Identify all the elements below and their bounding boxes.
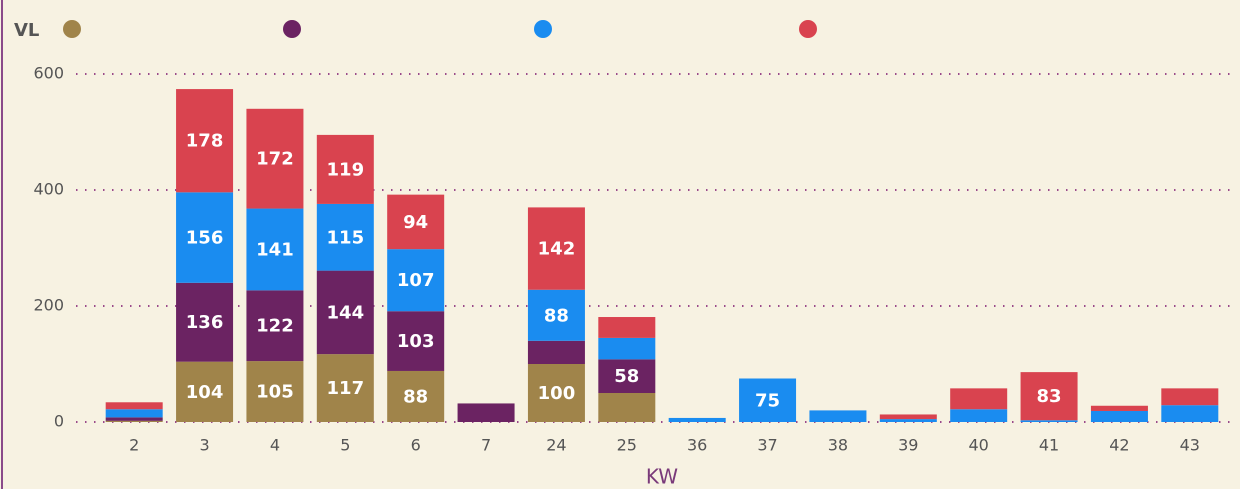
- bar-segment: [527, 364, 585, 422]
- data-label: 119: [327, 159, 365, 180]
- legend-marker: [534, 20, 552, 38]
- bar-segment: [105, 402, 163, 410]
- bar-segment: [950, 409, 1008, 422]
- data-label: 100: [538, 383, 576, 404]
- data-label: 58: [614, 366, 639, 387]
- bar-segment: [246, 108, 304, 209]
- y-tick-label: 400: [33, 180, 64, 199]
- bar-segment: [387, 194, 445, 250]
- data-label: 136: [186, 312, 224, 333]
- x-tick-label: 24: [546, 436, 566, 455]
- x-tick-label: 3: [199, 436, 209, 455]
- data-label: 104: [186, 382, 224, 403]
- bar-segment: [316, 203, 374, 271]
- bar-segment: [176, 282, 234, 362]
- bar-segment: [668, 417, 726, 422]
- bar-segment: [105, 420, 163, 422]
- x-tick-label: 7: [481, 436, 491, 455]
- data-label: 103: [397, 331, 435, 352]
- x-tick-label: 38: [828, 436, 848, 455]
- bar-segment: [176, 192, 234, 283]
- x-tick-label: 37: [757, 436, 777, 455]
- data-label: 75: [755, 390, 780, 411]
- bar-segment: [950, 388, 1008, 410]
- bar-segment: [316, 354, 374, 422]
- bar-segment: [387, 370, 445, 422]
- legend-marker: [283, 20, 301, 38]
- bar-segment: [879, 414, 937, 420]
- bar-segment: [316, 134, 374, 204]
- bar-segment: [598, 359, 656, 393]
- bar-segment: [1161, 405, 1219, 422]
- data-label: 107: [397, 270, 435, 291]
- bar-segment: [457, 403, 515, 422]
- bar-segment: [105, 409, 163, 418]
- data-label: 83: [1037, 386, 1062, 407]
- legend-marker: [63, 20, 81, 38]
- data-label: 142: [538, 239, 576, 260]
- x-tick-label: 36: [687, 436, 707, 455]
- bar-segment: [246, 361, 304, 422]
- y-tick-label: 0: [54, 412, 64, 431]
- data-label: 115: [327, 227, 365, 248]
- data-label: 156: [186, 228, 224, 249]
- bar-segment: [387, 311, 445, 371]
- x-tick-label: 40: [969, 436, 989, 455]
- y-tick-label: 600: [33, 64, 64, 83]
- bar-segment: [527, 340, 585, 364]
- bar-segment: [246, 290, 304, 362]
- bar-segment: [739, 378, 797, 422]
- bar-segment: [1090, 405, 1148, 411]
- x-tick-label: 41: [1039, 436, 1059, 455]
- bar-segment: [598, 317, 656, 338]
- bar-segment: [387, 249, 445, 312]
- bar-segment: [316, 270, 374, 355]
- bar-segment: [1020, 372, 1078, 421]
- bar-segment: [598, 337, 656, 360]
- bar-segment: [527, 207, 585, 290]
- data-label: 141: [256, 239, 294, 260]
- y-tick-label: 200: [33, 296, 64, 315]
- x-axis-label: KW: [646, 465, 678, 489]
- bar-segment: [1161, 388, 1219, 406]
- data-label: 88: [403, 386, 428, 407]
- bar-segment: [527, 289, 585, 341]
- bar-segment: [809, 410, 867, 422]
- x-tick-label: 2: [129, 436, 139, 455]
- data-label: 178: [186, 131, 224, 152]
- bar-segment: [176, 89, 234, 193]
- x-tick-label: 43: [1180, 436, 1200, 455]
- x-tick-label: 25: [617, 436, 637, 455]
- bar-segment: [598, 393, 656, 422]
- data-label: 88: [544, 305, 569, 326]
- bar-segment: [1090, 410, 1148, 422]
- x-tick-label: 6: [411, 436, 421, 455]
- data-label: 117: [327, 378, 365, 399]
- bar-segment: [246, 208, 304, 291]
- x-tick-label: 5: [340, 436, 350, 455]
- data-label: 144: [327, 302, 365, 323]
- data-label: 94: [403, 212, 428, 233]
- data-label: 105: [256, 382, 294, 403]
- bar-segment: [176, 361, 234, 422]
- data-label: 122: [256, 316, 294, 337]
- legend-marker: [799, 20, 817, 38]
- bar-segment: [879, 419, 937, 422]
- legend-title: VL: [14, 20, 39, 41]
- bar-segment: [1020, 420, 1078, 422]
- x-tick-label: 4: [270, 436, 280, 455]
- data-label: 172: [256, 149, 294, 170]
- bar-segment: [105, 417, 163, 421]
- x-tick-label: 39: [898, 436, 918, 455]
- x-tick-label: 42: [1109, 436, 1129, 455]
